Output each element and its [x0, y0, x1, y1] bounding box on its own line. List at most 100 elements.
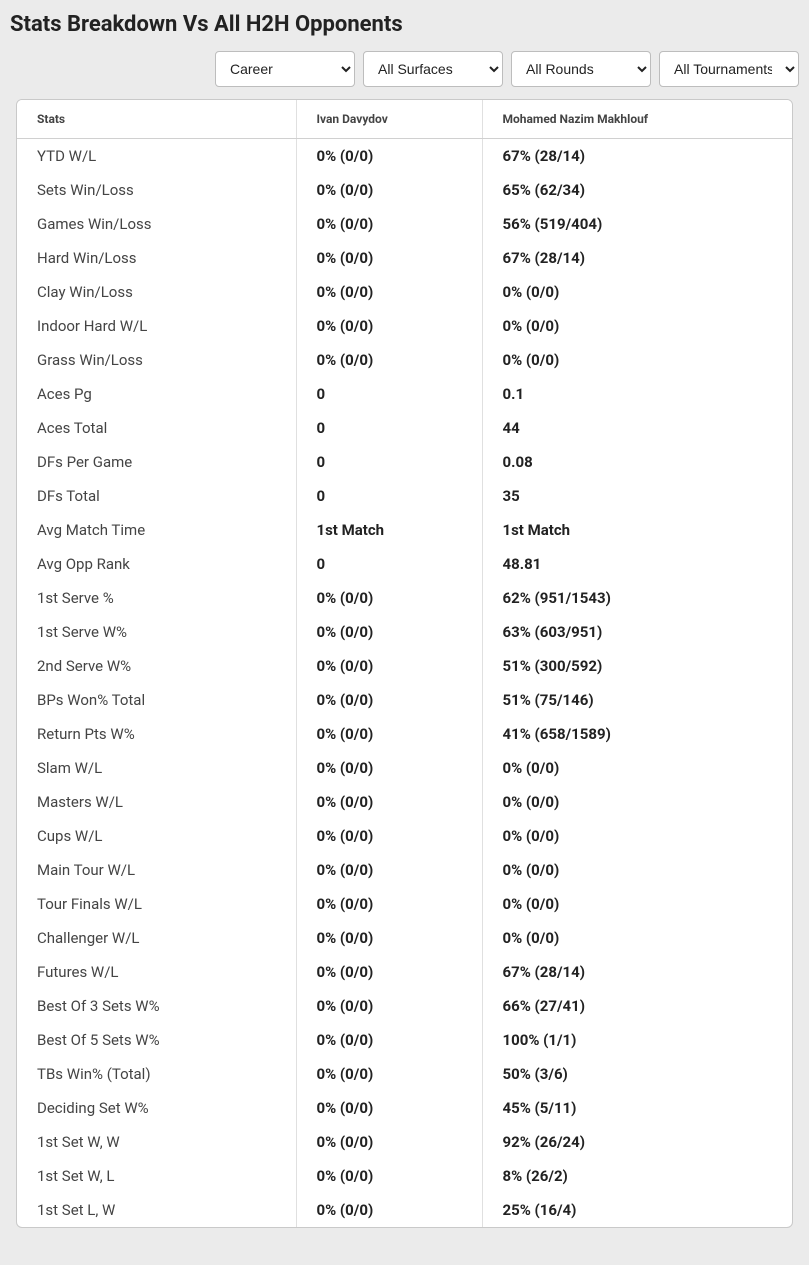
stats-tbody: YTD W/L0% (0/0)67% (28/14)Sets Win/Loss0… [17, 139, 792, 1228]
stat-name-cell: DFs Per Game [17, 445, 296, 479]
stat-name-cell: BPs Won% Total [17, 683, 296, 717]
player1-value-cell: 0% (0/0) [296, 853, 482, 887]
player1-value-cell: 0% (0/0) [296, 785, 482, 819]
player1-value-cell: 0 [296, 411, 482, 445]
player2-value-cell: 92% (26/24) [482, 1125, 792, 1159]
stat-name-cell: 1st Serve W% [17, 615, 296, 649]
player1-value-cell: 0% (0/0) [296, 275, 482, 309]
player2-value-cell: 44 [482, 411, 792, 445]
player1-value-cell: 0 [296, 479, 482, 513]
table-row: Avg Match Time1st Match1st Match [17, 513, 792, 547]
table-row: Games Win/Loss0% (0/0)56% (519/404) [17, 207, 792, 241]
player2-value-cell: 67% (28/14) [482, 955, 792, 989]
player2-value-cell: 50% (3/6) [482, 1057, 792, 1091]
player2-value-cell: 51% (300/592) [482, 649, 792, 683]
stat-name-cell: DFs Total [17, 479, 296, 513]
table-row: Cups W/L0% (0/0)0% (0/0) [17, 819, 792, 853]
stat-name-cell: Aces Pg [17, 377, 296, 411]
table-row: Best Of 3 Sets W%0% (0/0)66% (27/41) [17, 989, 792, 1023]
table-row: 1st Serve %0% (0/0)62% (951/1543) [17, 581, 792, 615]
table-row: Tour Finals W/L0% (0/0)0% (0/0) [17, 887, 792, 921]
table-row: 1st Set W, L0% (0/0)8% (26/2) [17, 1159, 792, 1193]
stat-name-cell: YTD W/L [17, 139, 296, 174]
player2-value-cell: 67% (28/14) [482, 139, 792, 174]
player1-value-cell: 0% (0/0) [296, 989, 482, 1023]
filter-tournaments[interactable]: All Tournaments [659, 51, 799, 87]
player2-value-cell: 0% (0/0) [482, 275, 792, 309]
player2-value-cell: 41% (658/1589) [482, 717, 792, 751]
player2-value-cell: 45% (5/11) [482, 1091, 792, 1125]
player1-value-cell: 1st Match [296, 513, 482, 547]
table-row: BPs Won% Total0% (0/0)51% (75/146) [17, 683, 792, 717]
table-row: 1st Set W, W0% (0/0)92% (26/24) [17, 1125, 792, 1159]
player1-value-cell: 0% (0/0) [296, 139, 482, 174]
player1-value-cell: 0% (0/0) [296, 1091, 482, 1125]
player2-value-cell: 0.08 [482, 445, 792, 479]
player1-value-cell: 0% (0/0) [296, 1159, 482, 1193]
player1-value-cell: 0 [296, 377, 482, 411]
player1-value-cell: 0% (0/0) [296, 649, 482, 683]
table-row: Slam W/L0% (0/0)0% (0/0) [17, 751, 792, 785]
table-row: Grass Win/Loss0% (0/0)0% (0/0) [17, 343, 792, 377]
player1-value-cell: 0% (0/0) [296, 1193, 482, 1227]
player2-value-cell: 48.81 [482, 547, 792, 581]
stats-table: Stats Ivan Davydov Mohamed Nazim Makhlou… [17, 100, 792, 1227]
player2-value-cell: 62% (951/1543) [482, 581, 792, 615]
player1-value-cell: 0% (0/0) [296, 343, 482, 377]
table-row: Deciding Set W%0% (0/0)45% (5/11) [17, 1091, 792, 1125]
stat-name-cell: Avg Opp Rank [17, 547, 296, 581]
page-title: Stats Breakdown Vs All H2H Opponents [10, 12, 799, 37]
player1-value-cell: 0 [296, 445, 482, 479]
player2-value-cell: 63% (603/951) [482, 615, 792, 649]
table-row: Masters W/L0% (0/0)0% (0/0) [17, 785, 792, 819]
table-row: Aces Total044 [17, 411, 792, 445]
stat-name-cell: Slam W/L [17, 751, 296, 785]
player1-value-cell: 0% (0/0) [296, 751, 482, 785]
stat-name-cell: Challenger W/L [17, 921, 296, 955]
table-row: Return Pts W%0% (0/0)41% (658/1589) [17, 717, 792, 751]
player2-value-cell: 0% (0/0) [482, 853, 792, 887]
player2-value-cell: 0% (0/0) [482, 887, 792, 921]
table-row: DFs Per Game00.08 [17, 445, 792, 479]
player1-value-cell: 0% (0/0) [296, 1057, 482, 1091]
filter-bar: Career All Surfaces All Rounds All Tourn… [10, 51, 799, 87]
player2-value-cell: 67% (28/14) [482, 241, 792, 275]
player1-value-cell: 0% (0/0) [296, 615, 482, 649]
stats-table-wrap: Stats Ivan Davydov Mohamed Nazim Makhlou… [16, 99, 793, 1228]
table-row: 1st Serve W%0% (0/0)63% (603/951) [17, 615, 792, 649]
player1-value-cell: 0% (0/0) [296, 921, 482, 955]
player2-value-cell: 1st Match [482, 513, 792, 547]
player2-value-cell: 0.1 [482, 377, 792, 411]
table-row: 1st Set L, W0% (0/0)25% (16/4) [17, 1193, 792, 1227]
stat-name-cell: Clay Win/Loss [17, 275, 296, 309]
filter-career[interactable]: Career [215, 51, 355, 87]
filter-surfaces[interactable]: All Surfaces [363, 51, 503, 87]
player2-value-cell: 65% (62/34) [482, 173, 792, 207]
stat-name-cell: 1st Set L, W [17, 1193, 296, 1227]
stat-name-cell: Games Win/Loss [17, 207, 296, 241]
player2-value-cell: 0% (0/0) [482, 751, 792, 785]
stats-page: Stats Breakdown Vs All H2H Opponents Car… [0, 0, 809, 1248]
filter-rounds[interactable]: All Rounds [511, 51, 651, 87]
player1-value-cell: 0% (0/0) [296, 819, 482, 853]
player1-value-cell: 0% (0/0) [296, 173, 482, 207]
player2-value-cell: 100% (1/1) [482, 1023, 792, 1057]
stat-name-cell: Avg Match Time [17, 513, 296, 547]
player1-value-cell: 0% (0/0) [296, 1125, 482, 1159]
table-row: Challenger W/L0% (0/0)0% (0/0) [17, 921, 792, 955]
stat-name-cell: Hard Win/Loss [17, 241, 296, 275]
player1-value-cell: 0% (0/0) [296, 717, 482, 751]
table-row: Main Tour W/L0% (0/0)0% (0/0) [17, 853, 792, 887]
stat-name-cell: Deciding Set W% [17, 1091, 296, 1125]
player1-value-cell: 0% (0/0) [296, 887, 482, 921]
stat-name-cell: Aces Total [17, 411, 296, 445]
player2-value-cell: 56% (519/404) [482, 207, 792, 241]
table-row: Futures W/L0% (0/0)67% (28/14) [17, 955, 792, 989]
stat-name-cell: Cups W/L [17, 819, 296, 853]
stat-name-cell: 1st Set W, W [17, 1125, 296, 1159]
player2-value-cell: 25% (16/4) [482, 1193, 792, 1227]
table-row: 2nd Serve W%0% (0/0)51% (300/592) [17, 649, 792, 683]
stat-name-cell: Tour Finals W/L [17, 887, 296, 921]
stat-name-cell: Futures W/L [17, 955, 296, 989]
stat-name-cell: TBs Win% (Total) [17, 1057, 296, 1091]
